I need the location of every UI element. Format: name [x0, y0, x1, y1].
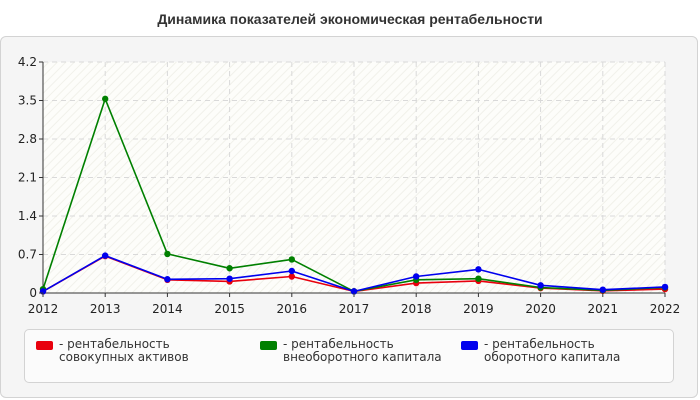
- x-axis-ticks: 2012 2013 2014 2015 2016 2017 2018 2019 2020 2021…: [28, 293, 681, 316]
- legend-swatch: [461, 341, 478, 350]
- y-axis-ticks: 0 0.7 1.4 2.1 2.8 3.5 4.2: [18, 55, 43, 300]
- legend-swatch: [36, 341, 53, 350]
- chart-title: Динамика показателей экономическая рента…: [157, 11, 543, 27]
- legend-label: - рентабельность совокупных активов: [59, 337, 189, 364]
- y-tick-label: 0.7: [18, 248, 37, 262]
- data-point[interactable]: [226, 265, 233, 272]
- y-tick-label: 3.5: [18, 94, 37, 108]
- data-point[interactable]: [413, 273, 420, 280]
- legend-label: - рентабельность оборотного капитала: [484, 337, 621, 364]
- data-point[interactable]: [599, 286, 606, 293]
- legend-swatch: [260, 341, 277, 350]
- x-tick-label: 2014: [152, 302, 183, 316]
- data-point[interactable]: [164, 276, 171, 283]
- legend-label: - рентабельность внеоборотного капитала: [283, 337, 442, 364]
- data-point[interactable]: [661, 283, 669, 291]
- x-tick-label: 2022: [650, 302, 681, 316]
- x-tick-label: 2012: [28, 302, 59, 316]
- x-tick-label: 2013: [90, 302, 121, 316]
- x-tick-label: 2017: [339, 302, 370, 316]
- series-group: [39, 95, 669, 295]
- data-point[interactable]: [102, 252, 109, 259]
- line-chart: 2012 2013 2014 2015 2016 2017 2018 2019 2020 2021…: [18, 55, 681, 316]
- y-tick-label: 2.1: [18, 171, 37, 185]
- legend: - рентабельность совокупных активов - ре…: [24, 329, 674, 383]
- x-tick-label: 2019: [463, 302, 494, 316]
- y-tick-label: 4.2: [18, 55, 37, 69]
- data-point[interactable]: [226, 275, 233, 282]
- x-tick-label: 2015: [214, 302, 245, 316]
- data-point[interactable]: [537, 282, 544, 289]
- y-tick-label: 0: [29, 286, 37, 300]
- data-point[interactable]: [288, 256, 295, 263]
- series-3: [39, 252, 669, 295]
- data-point[interactable]: [350, 288, 358, 295]
- x-tick-label: 2020: [525, 302, 556, 316]
- data-point[interactable]: [288, 273, 295, 280]
- x-tick-label: 2016: [277, 302, 308, 316]
- data-point[interactable]: [475, 275, 482, 282]
- data-point[interactable]: [164, 250, 171, 258]
- data-point[interactable]: [475, 266, 482, 273]
- data-point[interactable]: [288, 267, 295, 275]
- y-tick-label: 2.8: [18, 132, 37, 146]
- y-tick-label: 1.4: [18, 209, 37, 223]
- x-tick-label: 2018: [401, 302, 432, 316]
- data-point[interactable]: [102, 95, 109, 103]
- x-tick-label: 2021: [588, 302, 619, 316]
